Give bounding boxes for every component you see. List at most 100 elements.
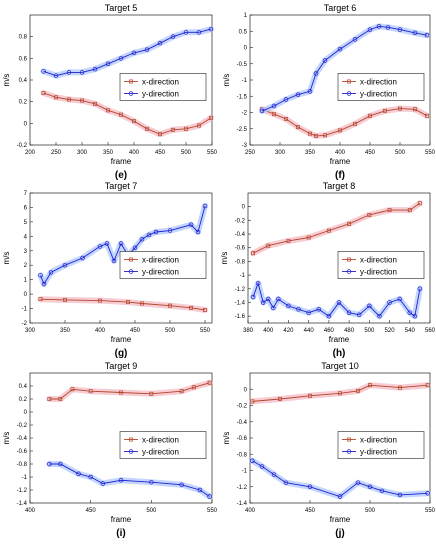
data-point xyxy=(104,241,110,246)
data-point xyxy=(376,24,382,29)
data-point xyxy=(306,310,311,315)
data-point xyxy=(48,270,54,275)
data-point xyxy=(168,303,172,308)
data-point xyxy=(425,113,429,118)
data-point xyxy=(412,30,418,36)
data-point xyxy=(197,123,201,128)
x-tick-label: 300 xyxy=(25,328,36,334)
data-point xyxy=(379,488,385,494)
legend-box xyxy=(119,73,207,101)
legend-entry: y-direction xyxy=(360,268,397,277)
data-point xyxy=(170,34,176,39)
legend-marker xyxy=(347,79,351,84)
data-point xyxy=(367,484,373,490)
data-point xyxy=(308,393,312,398)
data-point xyxy=(105,61,111,66)
panel-g: Target 7 300 350 400 450 500 550 -2 -1 0 1 2 3 4 5 6 7 fr… xyxy=(2,181,213,359)
data-point xyxy=(387,300,392,305)
data-point xyxy=(284,117,288,121)
x-tick-label: 550 xyxy=(207,508,218,514)
panel-title: Target 9 xyxy=(105,361,138,371)
x-tick-label: 550 xyxy=(425,508,436,514)
y-tick-label: -0.4 xyxy=(235,232,246,238)
data-point xyxy=(397,27,403,32)
legend-marker xyxy=(346,449,352,454)
y-tick-label: -0.2 xyxy=(17,143,28,149)
data-point xyxy=(203,308,207,312)
series-line-x xyxy=(252,202,421,254)
x-tick-label: 460 xyxy=(324,328,335,334)
y-tick-label: -0.2 xyxy=(237,404,248,410)
legend-marker xyxy=(346,91,352,96)
legend-box xyxy=(337,431,425,459)
panel-title: Target 7 xyxy=(105,181,138,191)
x-tick-label: 250 xyxy=(51,150,62,156)
data-point xyxy=(266,243,271,248)
data-point xyxy=(307,89,313,94)
y-tick-label: 0.4 xyxy=(19,78,28,84)
data-point xyxy=(271,472,277,477)
x-tick-label: 450 xyxy=(305,508,316,514)
x-tick-label: 550 xyxy=(207,150,218,156)
data-point xyxy=(98,298,102,303)
data-point xyxy=(283,480,289,485)
data-point xyxy=(337,46,343,52)
data-point xyxy=(398,106,402,111)
y-tick-label: 4 xyxy=(24,234,28,240)
y-tick-label: -1.2 xyxy=(235,287,246,293)
series-line-x xyxy=(252,384,428,402)
series-line-y xyxy=(252,460,428,498)
x-tick-label: 500 xyxy=(165,328,176,334)
data-point xyxy=(397,492,403,498)
data-point xyxy=(47,397,52,401)
legend-entry: x-direction xyxy=(142,78,179,87)
data-point xyxy=(326,313,332,319)
y-tick-label: -1 xyxy=(22,475,28,481)
x-tick-label: 400 xyxy=(263,328,274,334)
data-point xyxy=(306,235,311,240)
legend: x-direction y-direction xyxy=(119,251,207,279)
data-point xyxy=(38,273,43,278)
data-point xyxy=(88,389,93,394)
x-tick-label: 540 xyxy=(405,328,416,334)
legend-marker xyxy=(347,257,351,262)
data-point xyxy=(111,258,117,264)
x-axis-label: frame xyxy=(330,515,351,524)
y-axis-label: m/s xyxy=(222,432,231,445)
data-point xyxy=(417,286,423,292)
data-point xyxy=(158,132,162,137)
x-tick-label: 300 xyxy=(77,150,88,156)
legend-entry: x-direction xyxy=(360,256,397,265)
series-line-y xyxy=(261,25,428,112)
data-point xyxy=(100,481,106,486)
data-point xyxy=(407,208,412,213)
data-point xyxy=(208,26,214,32)
data-point xyxy=(131,50,137,56)
data-point xyxy=(326,228,331,233)
data-point xyxy=(367,27,373,32)
legend-marker xyxy=(129,437,133,442)
panel-f: Target 6 250 300 350 400 450 500 550 -3 -2.5 -2 -1.… xyxy=(222,3,436,181)
y-tick-label: -3 xyxy=(242,143,248,149)
x-tick-label: 550 xyxy=(200,328,211,334)
data-point xyxy=(260,300,266,305)
data-point xyxy=(250,294,256,300)
data-point xyxy=(424,32,430,38)
panel-title: Target 10 xyxy=(321,361,359,371)
data-point xyxy=(93,101,97,106)
data-point xyxy=(417,201,422,206)
y-tick-label: -0.6 xyxy=(235,246,246,252)
data-point xyxy=(251,251,256,256)
data-point xyxy=(54,95,58,100)
data-point xyxy=(296,307,301,312)
data-point xyxy=(377,313,382,319)
y-tick-label: 0.4 xyxy=(19,384,28,390)
y-axis-label: m/s xyxy=(2,432,11,445)
y-axis-label: m/s xyxy=(2,74,11,87)
series-line-x xyxy=(40,298,206,311)
data-point xyxy=(295,92,301,97)
data-point xyxy=(337,494,343,499)
x-axis-label: frame xyxy=(111,335,132,344)
y-tick-label: -0.8 xyxy=(235,259,246,265)
data-point xyxy=(383,108,387,113)
